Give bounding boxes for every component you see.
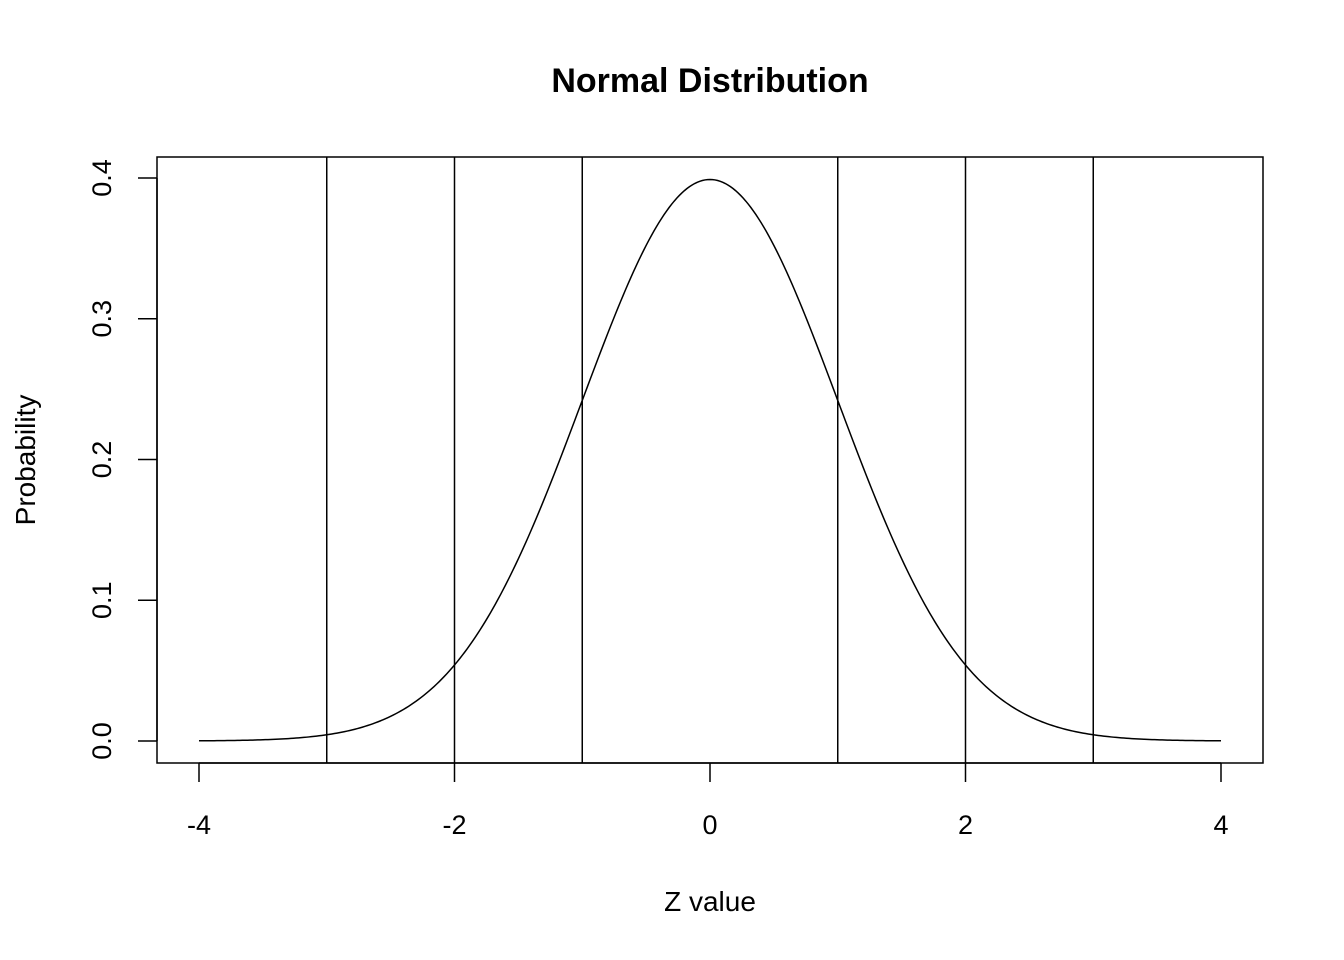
y-tick-label: 0.4 [87,159,117,197]
x-axis-title: Z value [664,886,756,917]
density-curve [198,178,1222,742]
x-tick-label: -2 [442,810,466,840]
y-tick-label: 0.2 [87,441,117,479]
y-axis-title: Probability [10,395,41,526]
x-tick-label: -4 [187,810,211,840]
y-tick-label: 0.3 [87,300,117,338]
x-tick-label: 4 [1213,810,1228,840]
y-axis: 0.0 0.1 0.2 0.3 0.4 [87,159,158,760]
chart-title: Normal Distribution [551,62,868,100]
y-tick-label: 0.1 [87,581,117,619]
x-tick-label: 2 [958,810,973,840]
plot-frame [156,156,1264,764]
x-axis: -4 -2 0 2 4 [187,762,1229,840]
y-tick-label: 0.0 [87,722,117,760]
x-tick-label: 0 [702,810,717,840]
